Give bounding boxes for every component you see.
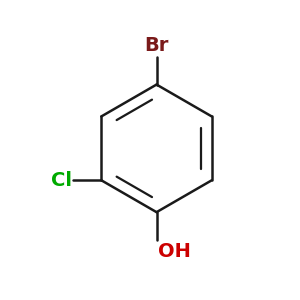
Text: Cl: Cl	[51, 171, 72, 190]
Text: OH: OH	[158, 242, 191, 261]
Text: Br: Br	[144, 36, 169, 55]
